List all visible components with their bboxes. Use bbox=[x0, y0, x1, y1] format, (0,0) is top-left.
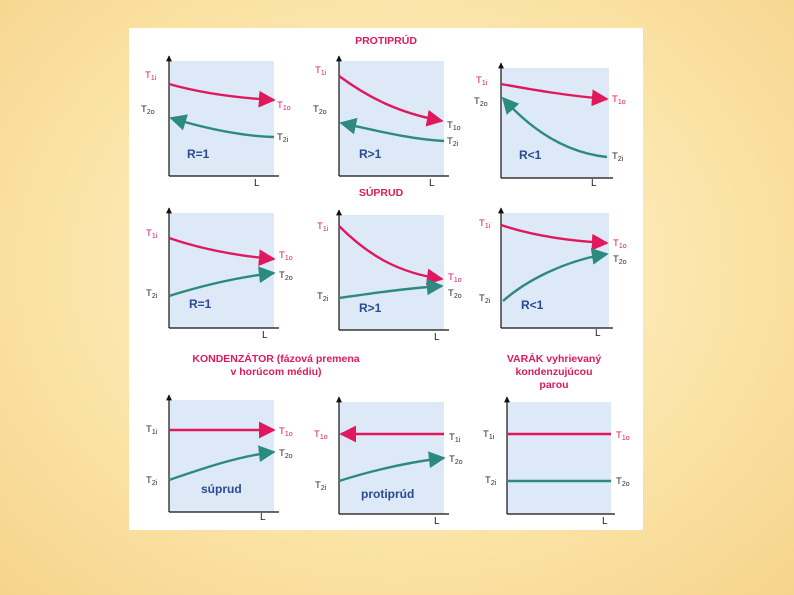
panel-suprud-r-gt-1: T1i T2i T1o T2o R>1 L bbox=[317, 209, 462, 343]
panel-protiprud-r-gt-1: T1i T2o T1o T2i R>1 L bbox=[313, 55, 461, 189]
heading-kondenzator-2: v horúcom médiu) bbox=[230, 366, 321, 378]
hot-stream-line bbox=[168, 236, 276, 267]
label-t2o: T2o bbox=[448, 288, 462, 300]
axis-label-l: L bbox=[434, 332, 440, 343]
label-t1o: T1o bbox=[448, 272, 462, 284]
cold-stream-line bbox=[169, 114, 275, 139]
heading-varak-2: kondenzujúcou bbox=[516, 366, 593, 378]
ratio-label: R>1 bbox=[359, 147, 382, 161]
plot-area bbox=[169, 61, 274, 176]
plot-area bbox=[507, 402, 611, 514]
panel-kondenzator-suprud: T1i T2i T1o T2o súprud L bbox=[146, 394, 293, 523]
label-t1o: T1o bbox=[279, 426, 293, 438]
label-t2o: T2o bbox=[449, 454, 463, 466]
label-t2o: T2o bbox=[279, 448, 293, 460]
flow-mode-label: protiprúd bbox=[361, 487, 414, 501]
heading-protiprud: PROTIPRÚD bbox=[355, 34, 417, 47]
cold-stream-line bbox=[338, 451, 446, 483]
ratio-label: R>1 bbox=[359, 301, 382, 315]
label-t1i: T1i bbox=[479, 218, 491, 230]
label-t1i: T1i bbox=[146, 228, 158, 240]
hot-stream-line bbox=[500, 82, 609, 107]
label-t2i: T2i bbox=[315, 480, 327, 492]
hot-stream-line bbox=[500, 223, 609, 251]
plot-area bbox=[339, 402, 444, 514]
label-t1o: T1o bbox=[612, 94, 626, 106]
diagram-sheet: PROTIPRÚD SÚPRUD KONDENZÁTOR (fázová pre… bbox=[129, 28, 643, 530]
panel-suprud-r1: T1i T2i T1o T2o R=1 L bbox=[146, 207, 293, 341]
heading-kondenzator-1: KONDENZÁTOR (fázová premena bbox=[192, 352, 359, 365]
label-t2i: T2i bbox=[447, 136, 459, 148]
axis-label-l: L bbox=[262, 330, 268, 341]
panel-kondenzator-protiprud: T1o T2i T1i T2o protiprúd L bbox=[314, 396, 463, 527]
plot-area bbox=[169, 213, 274, 328]
heading-suprud: SÚPRUD bbox=[359, 186, 404, 199]
cold-stream-line bbox=[502, 248, 609, 302]
panel-protiprud-r1: T1i T2o T1o T2i R=1 L bbox=[141, 55, 291, 189]
plot-area bbox=[169, 400, 274, 512]
heading-varak-3: parou bbox=[539, 379, 568, 391]
hot-stream-line bbox=[338, 75, 444, 127]
label-t2i: T2i bbox=[277, 132, 289, 144]
cold-stream-line bbox=[339, 117, 445, 143]
plot-area bbox=[501, 213, 609, 328]
label-t1o: T1o bbox=[616, 430, 630, 442]
label-t2i: T2i bbox=[146, 475, 158, 487]
ratio-label: R=1 bbox=[187, 147, 210, 161]
heat-exchanger-diagram: PROTIPRÚD SÚPRUD KONDENZÁTOR (fázová pre… bbox=[141, 34, 630, 527]
panel-varak: T1i T2i T1o T2o L bbox=[483, 396, 630, 527]
label-t1i: T1i bbox=[146, 424, 158, 436]
label-t2i: T2i bbox=[612, 151, 624, 163]
label-t2o: T2o bbox=[613, 254, 627, 266]
label-t1o: T1o bbox=[314, 429, 328, 441]
axis-label-l: L bbox=[591, 178, 597, 189]
label-t1i: T1i bbox=[449, 432, 461, 444]
axis-label-l: L bbox=[434, 516, 440, 527]
plot-area bbox=[501, 68, 609, 178]
label-t2o: T2o bbox=[474, 96, 488, 108]
label-t2i: T2i bbox=[317, 291, 329, 303]
label-t1i: T1i bbox=[317, 221, 329, 233]
cold-stream-line bbox=[501, 96, 608, 159]
cold-stream-line bbox=[338, 278, 444, 300]
label-t2i: T2i bbox=[146, 288, 158, 300]
ratio-label: R=1 bbox=[189, 297, 212, 311]
axis-label-l: L bbox=[429, 178, 435, 189]
axis-label-l: L bbox=[602, 516, 608, 527]
heading-varak-1: VARÁK vyhrievaný bbox=[507, 352, 602, 365]
label-t2o: T2o bbox=[313, 104, 327, 116]
label-t1o: T1o bbox=[279, 250, 293, 262]
flow-mode-label: súprud bbox=[201, 482, 242, 496]
cold-stream-line bbox=[168, 445, 276, 482]
ratio-label: R<1 bbox=[521, 298, 544, 312]
label-t2o: T2o bbox=[141, 104, 155, 116]
axis-label-l: L bbox=[260, 512, 266, 523]
label-t1o: T1o bbox=[277, 100, 291, 112]
hot-stream-line bbox=[168, 82, 276, 108]
label-t2i: T2i bbox=[485, 475, 497, 487]
axis-label-l: L bbox=[595, 328, 601, 339]
panel-suprud-r-lt-1: T1i T2i T1o T2o R<1 L bbox=[479, 207, 627, 339]
axis-label-l: L bbox=[254, 178, 260, 189]
label-t1i: T1i bbox=[476, 75, 488, 87]
hot-stream-line bbox=[338, 225, 444, 286]
cold-stream-line bbox=[168, 266, 276, 298]
label-t2i: T2i bbox=[479, 293, 491, 305]
label-t2o: T2o bbox=[279, 270, 293, 282]
label-t1i: T1i bbox=[145, 70, 157, 82]
label-t1i: T1i bbox=[315, 65, 327, 77]
plot-area bbox=[339, 215, 444, 330]
label-t1o: T1o bbox=[613, 238, 627, 250]
label-t2o: T2o bbox=[616, 476, 630, 488]
label-t1i: T1i bbox=[483, 429, 495, 441]
ratio-label: R<1 bbox=[519, 148, 542, 162]
label-t1o: T1o bbox=[447, 120, 461, 132]
panel-protiprud-r-lt-1: T1i T2o T1o T2i R<1 L bbox=[474, 62, 626, 189]
